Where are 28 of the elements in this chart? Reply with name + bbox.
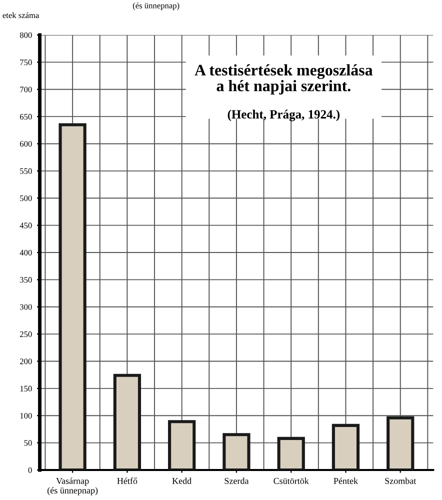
y-axis-title: etek száma	[2, 12, 40, 18]
x-tick-label: Vasárnap (és ünnepnap)	[48, 478, 98, 496]
text: (és ünnepnap)	[132, 2, 180, 10]
y-tick-label: 800	[20, 32, 32, 38]
text: A testisértések megoszlása a hét napjai szerint.	[194, 64, 373, 95]
y-tick-label: 350	[20, 277, 32, 283]
x-tick-label: Hétfő	[117, 478, 138, 484]
x-tick-label: Szombat	[385, 478, 416, 484]
y-tick-label: 0	[28, 467, 32, 473]
y-tick-label: 550	[20, 168, 32, 174]
y-tick-label: 150	[20, 386, 32, 392]
x-tick-label: Péntek	[334, 478, 358, 484]
y-tick-label: 750	[20, 60, 32, 66]
y-tick-label: 300	[20, 304, 32, 310]
y-tick-label: 700	[20, 86, 32, 92]
y-tick-label: 650	[20, 114, 32, 120]
y-tick-label: 100	[20, 412, 32, 419]
text: (Hecht, Prága, 1924.)	[228, 110, 340, 122]
y-tick-label: 250	[20, 331, 32, 338]
x-tick-label: Csütörtök	[274, 478, 309, 484]
x-tick-label: Kedd	[172, 478, 192, 484]
y-tick-label: 400	[20, 250, 32, 256]
y-tick-label: 500	[20, 195, 32, 202]
y-tick-label: 50	[24, 440, 32, 446]
x-tick-label: Szerda	[224, 478, 249, 484]
y-tick-label: 200	[20, 358, 32, 364]
y-tick-label: 600	[20, 141, 32, 147]
y-tick-label: 450	[20, 222, 32, 228]
